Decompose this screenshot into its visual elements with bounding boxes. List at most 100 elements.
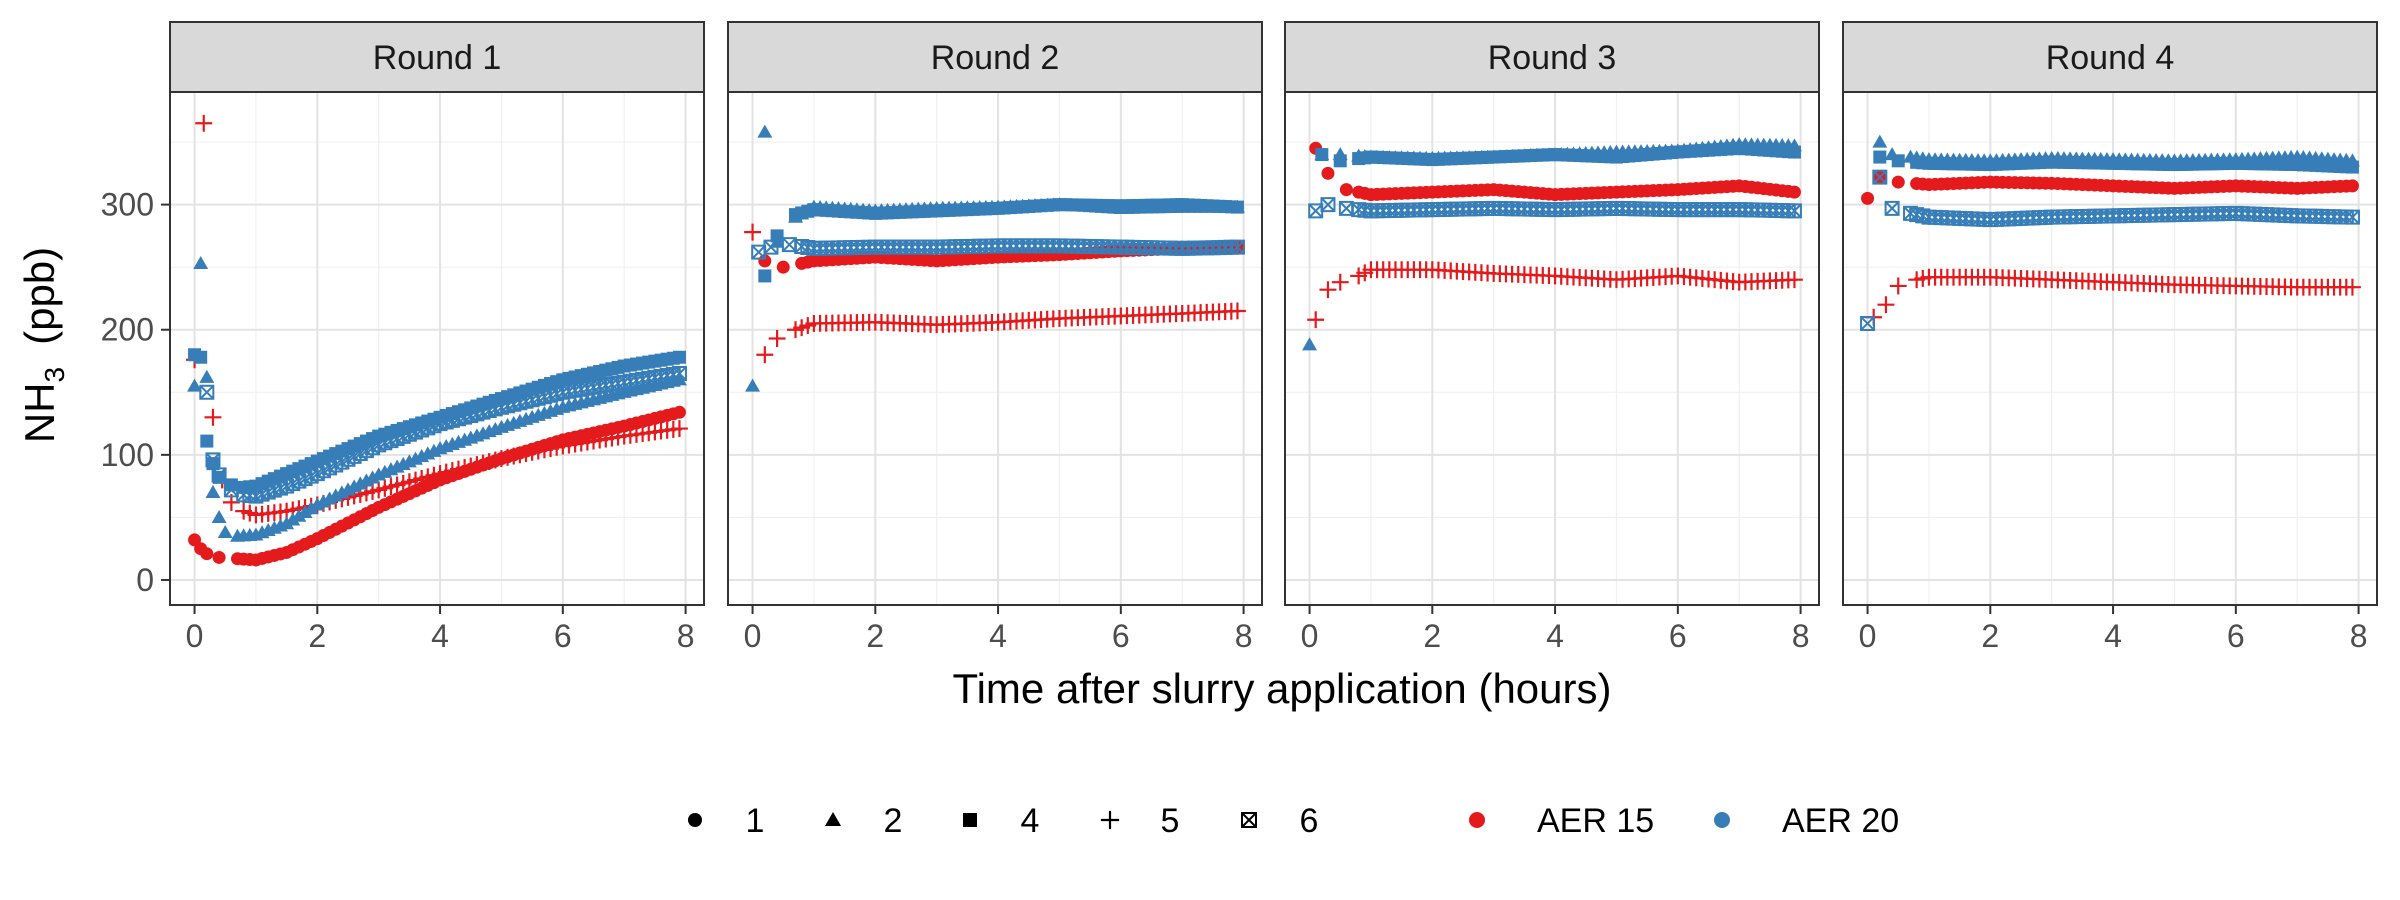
data-point bbox=[1339, 183, 1353, 197]
data-point bbox=[776, 260, 790, 274]
x-tick-label: 4 bbox=[431, 618, 449, 654]
legend-label: 4 bbox=[1021, 802, 1040, 840]
panel-border bbox=[169, 91, 705, 606]
legend-item-shape-2: 2 bbox=[824, 802, 902, 840]
legend-key-boxx bbox=[1241, 812, 1257, 828]
series-aer-20-boxx bbox=[1308, 197, 1802, 219]
data-point bbox=[194, 350, 208, 364]
panel-title: Round 4 bbox=[2046, 39, 2175, 77]
series-aer-20-boxx bbox=[199, 366, 687, 504]
x-tick-label: 0 bbox=[744, 618, 762, 654]
legend-key-square bbox=[963, 813, 977, 827]
legend-label: 5 bbox=[1161, 802, 1180, 840]
data-point bbox=[1787, 185, 1801, 199]
data-point bbox=[187, 378, 203, 392]
data-point bbox=[303, 501, 319, 515]
x-tick-label: 8 bbox=[1235, 618, 1253, 654]
legend-item-shape-1: 1 bbox=[688, 802, 764, 840]
legend-label: 6 bbox=[1300, 802, 1319, 840]
data-point bbox=[756, 346, 774, 364]
series-aer-20-boxx bbox=[751, 237, 1245, 260]
series-aer-15-circle bbox=[1309, 141, 1801, 202]
x-tick-label: 0 bbox=[1301, 618, 1319, 654]
series-aer-20-square bbox=[758, 198, 1244, 283]
panel-title: Round 1 bbox=[373, 39, 502, 77]
panel-title: Round 3 bbox=[1488, 39, 1617, 77]
data-point bbox=[1331, 273, 1349, 291]
data-point bbox=[200, 547, 214, 561]
panel-round-3: Round 3 0 2 4 6 8 bbox=[1284, 21, 1820, 654]
panel-border bbox=[727, 91, 1263, 606]
legend-key-triangle bbox=[824, 811, 842, 827]
y-axis-title-unit: (ppb) bbox=[16, 247, 63, 345]
panel-round-4: Round 4 0 2 4 6 8 bbox=[1842, 21, 2378, 654]
data-point bbox=[1321, 166, 1335, 180]
data-point bbox=[291, 508, 307, 522]
legend-label: 1 bbox=[746, 802, 765, 840]
data-point bbox=[751, 244, 767, 260]
panel-round-1: Round 1 0 2 4 6 8 0 100 200 300 bbox=[101, 21, 705, 654]
plot-background bbox=[1285, 92, 1819, 605]
x-tick-label: 8 bbox=[1792, 618, 1810, 654]
data-point bbox=[193, 255, 209, 270]
data-point bbox=[758, 269, 772, 283]
plot-background bbox=[1843, 92, 2377, 605]
data-point bbox=[1891, 175, 1905, 189]
data-point bbox=[1320, 197, 1336, 213]
data-point bbox=[217, 524, 233, 539]
panel-border bbox=[1284, 91, 1820, 606]
data-point bbox=[672, 350, 686, 364]
series-aer-15-plus bbox=[186, 114, 688, 524]
data-point bbox=[1861, 191, 1875, 205]
series-aer-20-square bbox=[1315, 141, 1801, 168]
x-tick-label: 8 bbox=[2350, 618, 2368, 654]
legend-item-aer-20: AER 20 bbox=[1714, 802, 1899, 840]
data-point bbox=[672, 405, 686, 419]
data-point bbox=[204, 408, 222, 426]
data-point bbox=[1891, 154, 1905, 168]
legend-item-shape-4: 4 bbox=[963, 802, 1039, 840]
panel-border bbox=[1842, 91, 2378, 606]
y-tick-label: 100 bbox=[101, 437, 154, 473]
data-point bbox=[2345, 179, 2359, 193]
plot-background bbox=[728, 92, 1262, 605]
x-tick-label: 2 bbox=[866, 618, 884, 654]
gridlines bbox=[1285, 92, 1819, 605]
y-tick-label: 0 bbox=[136, 562, 154, 598]
legend-key-circle bbox=[1714, 812, 1730, 828]
x-tick-label: 4 bbox=[2104, 618, 2122, 654]
y-axis-title-subscript: 3 bbox=[39, 367, 70, 383]
data-point bbox=[1302, 337, 1318, 351]
data-point bbox=[670, 420, 688, 438]
data-point bbox=[1229, 302, 1246, 320]
x-axis-title: Time after slurry application (hours) bbox=[953, 665, 1612, 712]
data-point bbox=[744, 223, 762, 241]
data-point bbox=[1230, 200, 1244, 214]
data-point bbox=[671, 366, 687, 382]
data-point bbox=[1873, 150, 1887, 164]
legend: 1 2 4 5 6 AER 15 AER 20 bbox=[688, 802, 1899, 840]
data-point bbox=[1307, 311, 1325, 329]
data-point bbox=[2344, 278, 2361, 296]
x-tick-label: 2 bbox=[1423, 618, 1441, 654]
y-axis-title: NH3 (ppb) bbox=[16, 247, 70, 443]
data-point bbox=[1860, 315, 1876, 331]
data-point bbox=[1872, 134, 1888, 148]
data-point bbox=[195, 114, 213, 132]
panel-title: Round 2 bbox=[931, 39, 1060, 77]
data-point bbox=[211, 509, 227, 524]
data-point bbox=[212, 550, 226, 564]
x-tick-label: 6 bbox=[554, 618, 572, 654]
data-point bbox=[200, 434, 214, 448]
panel-round-2: Round 2 0 2 4 6 8 bbox=[727, 21, 1263, 654]
data-point bbox=[199, 384, 215, 400]
data-point bbox=[1889, 277, 1907, 295]
y-tick-label: 300 bbox=[101, 187, 154, 223]
legend-key-circle bbox=[1469, 812, 1485, 828]
data-point bbox=[1308, 203, 1324, 219]
data-point bbox=[763, 239, 779, 255]
x-tick-label: 0 bbox=[186, 618, 204, 654]
data-point bbox=[1872, 169, 1888, 185]
data-point bbox=[770, 229, 784, 243]
